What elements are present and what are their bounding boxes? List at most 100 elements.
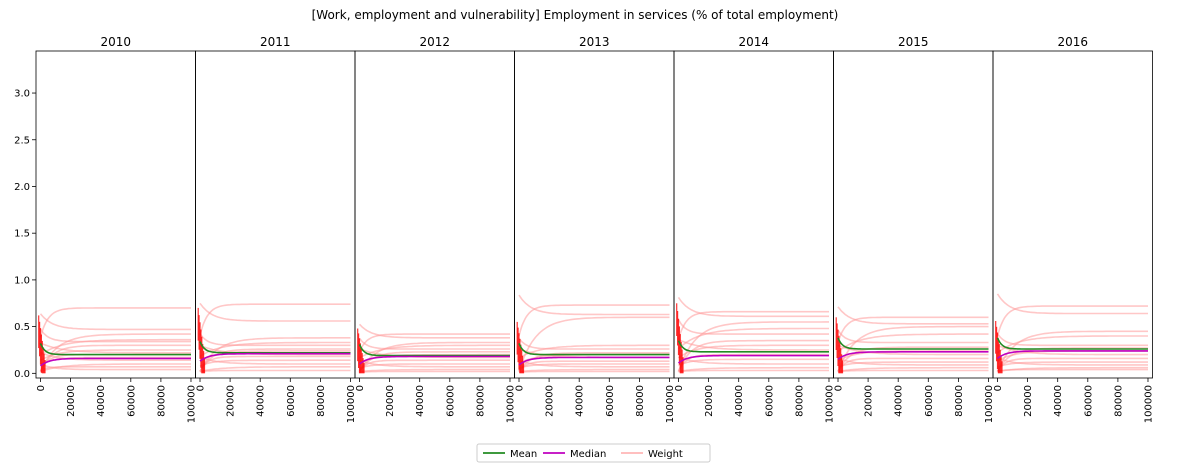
- weight-line: [358, 337, 510, 350]
- panel-2011: 2011 0 20000 40000 60000 80000 100000: [195, 35, 357, 423]
- weight-line: [359, 363, 510, 369]
- weight-line: [837, 357, 989, 366]
- median-line: [677, 354, 829, 364]
- panel-title-2015: 2015: [898, 35, 929, 49]
- weight-line: [997, 357, 1148, 366]
- panel-title-2012: 2012: [419, 35, 450, 49]
- mean-line: [358, 344, 510, 357]
- y-tick-label: 2.0: [14, 182, 30, 193]
- x-tick-label: 80000: [475, 385, 486, 417]
- weight-line: [199, 303, 351, 336]
- x-tick-label: 100000: [187, 385, 198, 423]
- weight-line: [837, 316, 989, 343]
- x-tick-label: 60000: [286, 385, 297, 417]
- mean-line: [837, 337, 989, 350]
- weight-line: [40, 363, 191, 371]
- weight-line: [518, 294, 670, 316]
- x-tick-label: 40000: [415, 385, 426, 417]
- panels: 2010 0 20000 40000 60000 80000 100000 0.0 0.5 1.0…: [14, 35, 1154, 423]
- x-tick-label: 40000: [734, 385, 745, 417]
- panel-2016: 2016 0 20000 40000 60000 80000 100000: [992, 35, 1155, 423]
- weight-line: [678, 356, 829, 365]
- mean-line: [677, 340, 829, 353]
- weight-line: [677, 310, 829, 340]
- weight-line: [678, 358, 829, 367]
- x-tick-label: 0: [834, 385, 845, 391]
- weight-line: [677, 319, 829, 335]
- weight-line: [837, 361, 989, 368]
- x-tick-label: 0: [674, 385, 685, 391]
- x-tick-label: 80000: [794, 385, 805, 417]
- median-line: [39, 357, 191, 367]
- weight-line: [199, 365, 351, 373]
- weight-line: [518, 368, 670, 373]
- x-tick-label: 20000: [864, 385, 875, 417]
- median-line: [199, 352, 351, 362]
- weight-line: [358, 323, 510, 339]
- legend-label-median: Median: [570, 449, 606, 460]
- median-line: [996, 350, 1148, 359]
- weight-line: [518, 337, 670, 350]
- x-tick-label: 40000: [1053, 385, 1064, 417]
- weight-line: [39, 344, 191, 372]
- weight-line: [359, 370, 510, 374]
- x-tick-label: 60000: [1083, 385, 1094, 417]
- panel-title-2016: 2016: [1057, 35, 1088, 49]
- weight-line: [358, 333, 510, 352]
- y-tick-label: 1.5: [14, 229, 30, 240]
- weight-line: [39, 307, 191, 338]
- weight-line: [199, 302, 351, 322]
- weight-line: [677, 327, 829, 350]
- weight-line: [518, 363, 670, 369]
- weight-line: [39, 328, 191, 343]
- mean-line: [199, 341, 351, 354]
- x-tick-label: 0: [36, 385, 47, 391]
- x-tick-label: 100000: [346, 385, 357, 423]
- x-tick-label: 40000: [575, 385, 586, 417]
- x-tick-label: 100000: [1144, 385, 1155, 423]
- weight-line: [837, 357, 989, 372]
- weight-line: [837, 333, 989, 353]
- chart-title: [Work, employment and vulnerability] Emp…: [312, 8, 839, 22]
- x-tick-label: 60000: [764, 385, 775, 417]
- panel-frame: [992, 50, 1153, 379]
- weight-line: [40, 365, 191, 371]
- weight-line: [996, 293, 1148, 315]
- panel-2015: 2015 0 20000 40000 60000 80000 100000: [833, 35, 995, 423]
- x-tick-label: 100000: [665, 385, 676, 423]
- y-tick-label: 1.0: [14, 275, 30, 286]
- weight-line: [678, 369, 829, 373]
- weight-line: [359, 359, 510, 368]
- panel-title-2010: 2010: [100, 35, 131, 49]
- x-tick-label: 0: [515, 385, 526, 391]
- weight-line: [837, 325, 989, 372]
- weight-line: [518, 360, 670, 372]
- weight-line: [996, 357, 1148, 372]
- x-tick-label: 60000: [126, 385, 137, 417]
- x-tick-label: 80000: [635, 385, 646, 417]
- weight-line: [837, 306, 989, 325]
- x-tick-label: 20000: [704, 385, 715, 417]
- weight-line: [837, 344, 989, 356]
- legend-label-mean: Mean: [510, 449, 537, 460]
- panel-frame: [514, 50, 675, 379]
- x-tick-label: 80000: [316, 385, 327, 417]
- weight-line: [358, 350, 510, 372]
- x-tick-label: 0: [196, 385, 207, 391]
- panel-title-2011: 2011: [260, 35, 291, 49]
- x-tick-label: 100000: [825, 385, 836, 423]
- legend-box: [476, 443, 711, 463]
- weight-line: [199, 359, 351, 367]
- y-tick-label: 0.0: [14, 369, 30, 380]
- weight-line: [518, 304, 670, 336]
- weight-line: [678, 344, 829, 359]
- weight-line: [677, 321, 829, 372]
- panel-2014: 2014 0 20000 40000 60000 80000 100000: [673, 35, 836, 423]
- weight-line: [997, 344, 1148, 356]
- panel-frame: [195, 50, 356, 379]
- weight-line: [678, 338, 829, 351]
- panel-frame: [354, 50, 515, 379]
- weight-line: [200, 369, 351, 373]
- x-tick-label: 0: [993, 385, 1004, 391]
